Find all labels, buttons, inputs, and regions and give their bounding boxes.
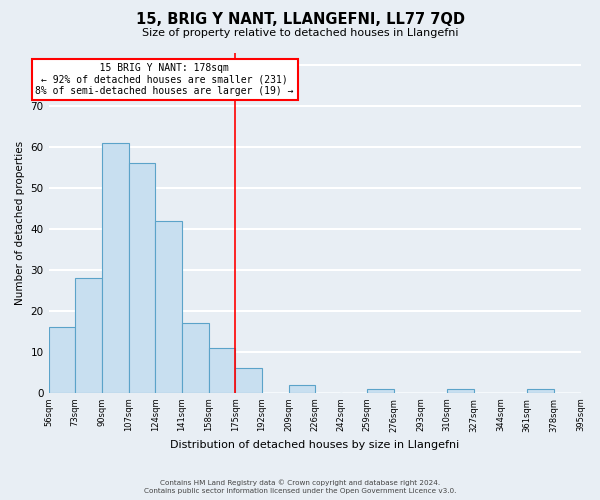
Bar: [447, 388, 474, 393]
Bar: [75, 278, 102, 393]
Text: Contains HM Land Registry data © Crown copyright and database right 2024.
Contai: Contains HM Land Registry data © Crown c…: [144, 480, 456, 494]
Bar: [182, 323, 209, 393]
Text: Size of property relative to detached houses in Llangefni: Size of property relative to detached ho…: [142, 28, 458, 38]
Bar: [289, 384, 316, 393]
Text: 15 BRIG Y NANT: 178sqm   
← 92% of detached houses are smaller (231)
8% of semi-: 15 BRIG Y NANT: 178sqm ← 92% of detached…: [35, 63, 294, 96]
Bar: [367, 388, 394, 393]
Bar: [102, 142, 128, 393]
Bar: [235, 368, 262, 393]
Bar: [155, 220, 182, 393]
Bar: [49, 327, 75, 393]
Bar: [209, 348, 235, 393]
Bar: [128, 163, 155, 393]
X-axis label: Distribution of detached houses by size in Llangefni: Distribution of detached houses by size …: [170, 440, 459, 450]
Y-axis label: Number of detached properties: Number of detached properties: [15, 140, 25, 304]
Text: 15, BRIG Y NANT, LLANGEFNI, LL77 7QD: 15, BRIG Y NANT, LLANGEFNI, LL77 7QD: [136, 12, 464, 28]
Bar: [527, 388, 554, 393]
